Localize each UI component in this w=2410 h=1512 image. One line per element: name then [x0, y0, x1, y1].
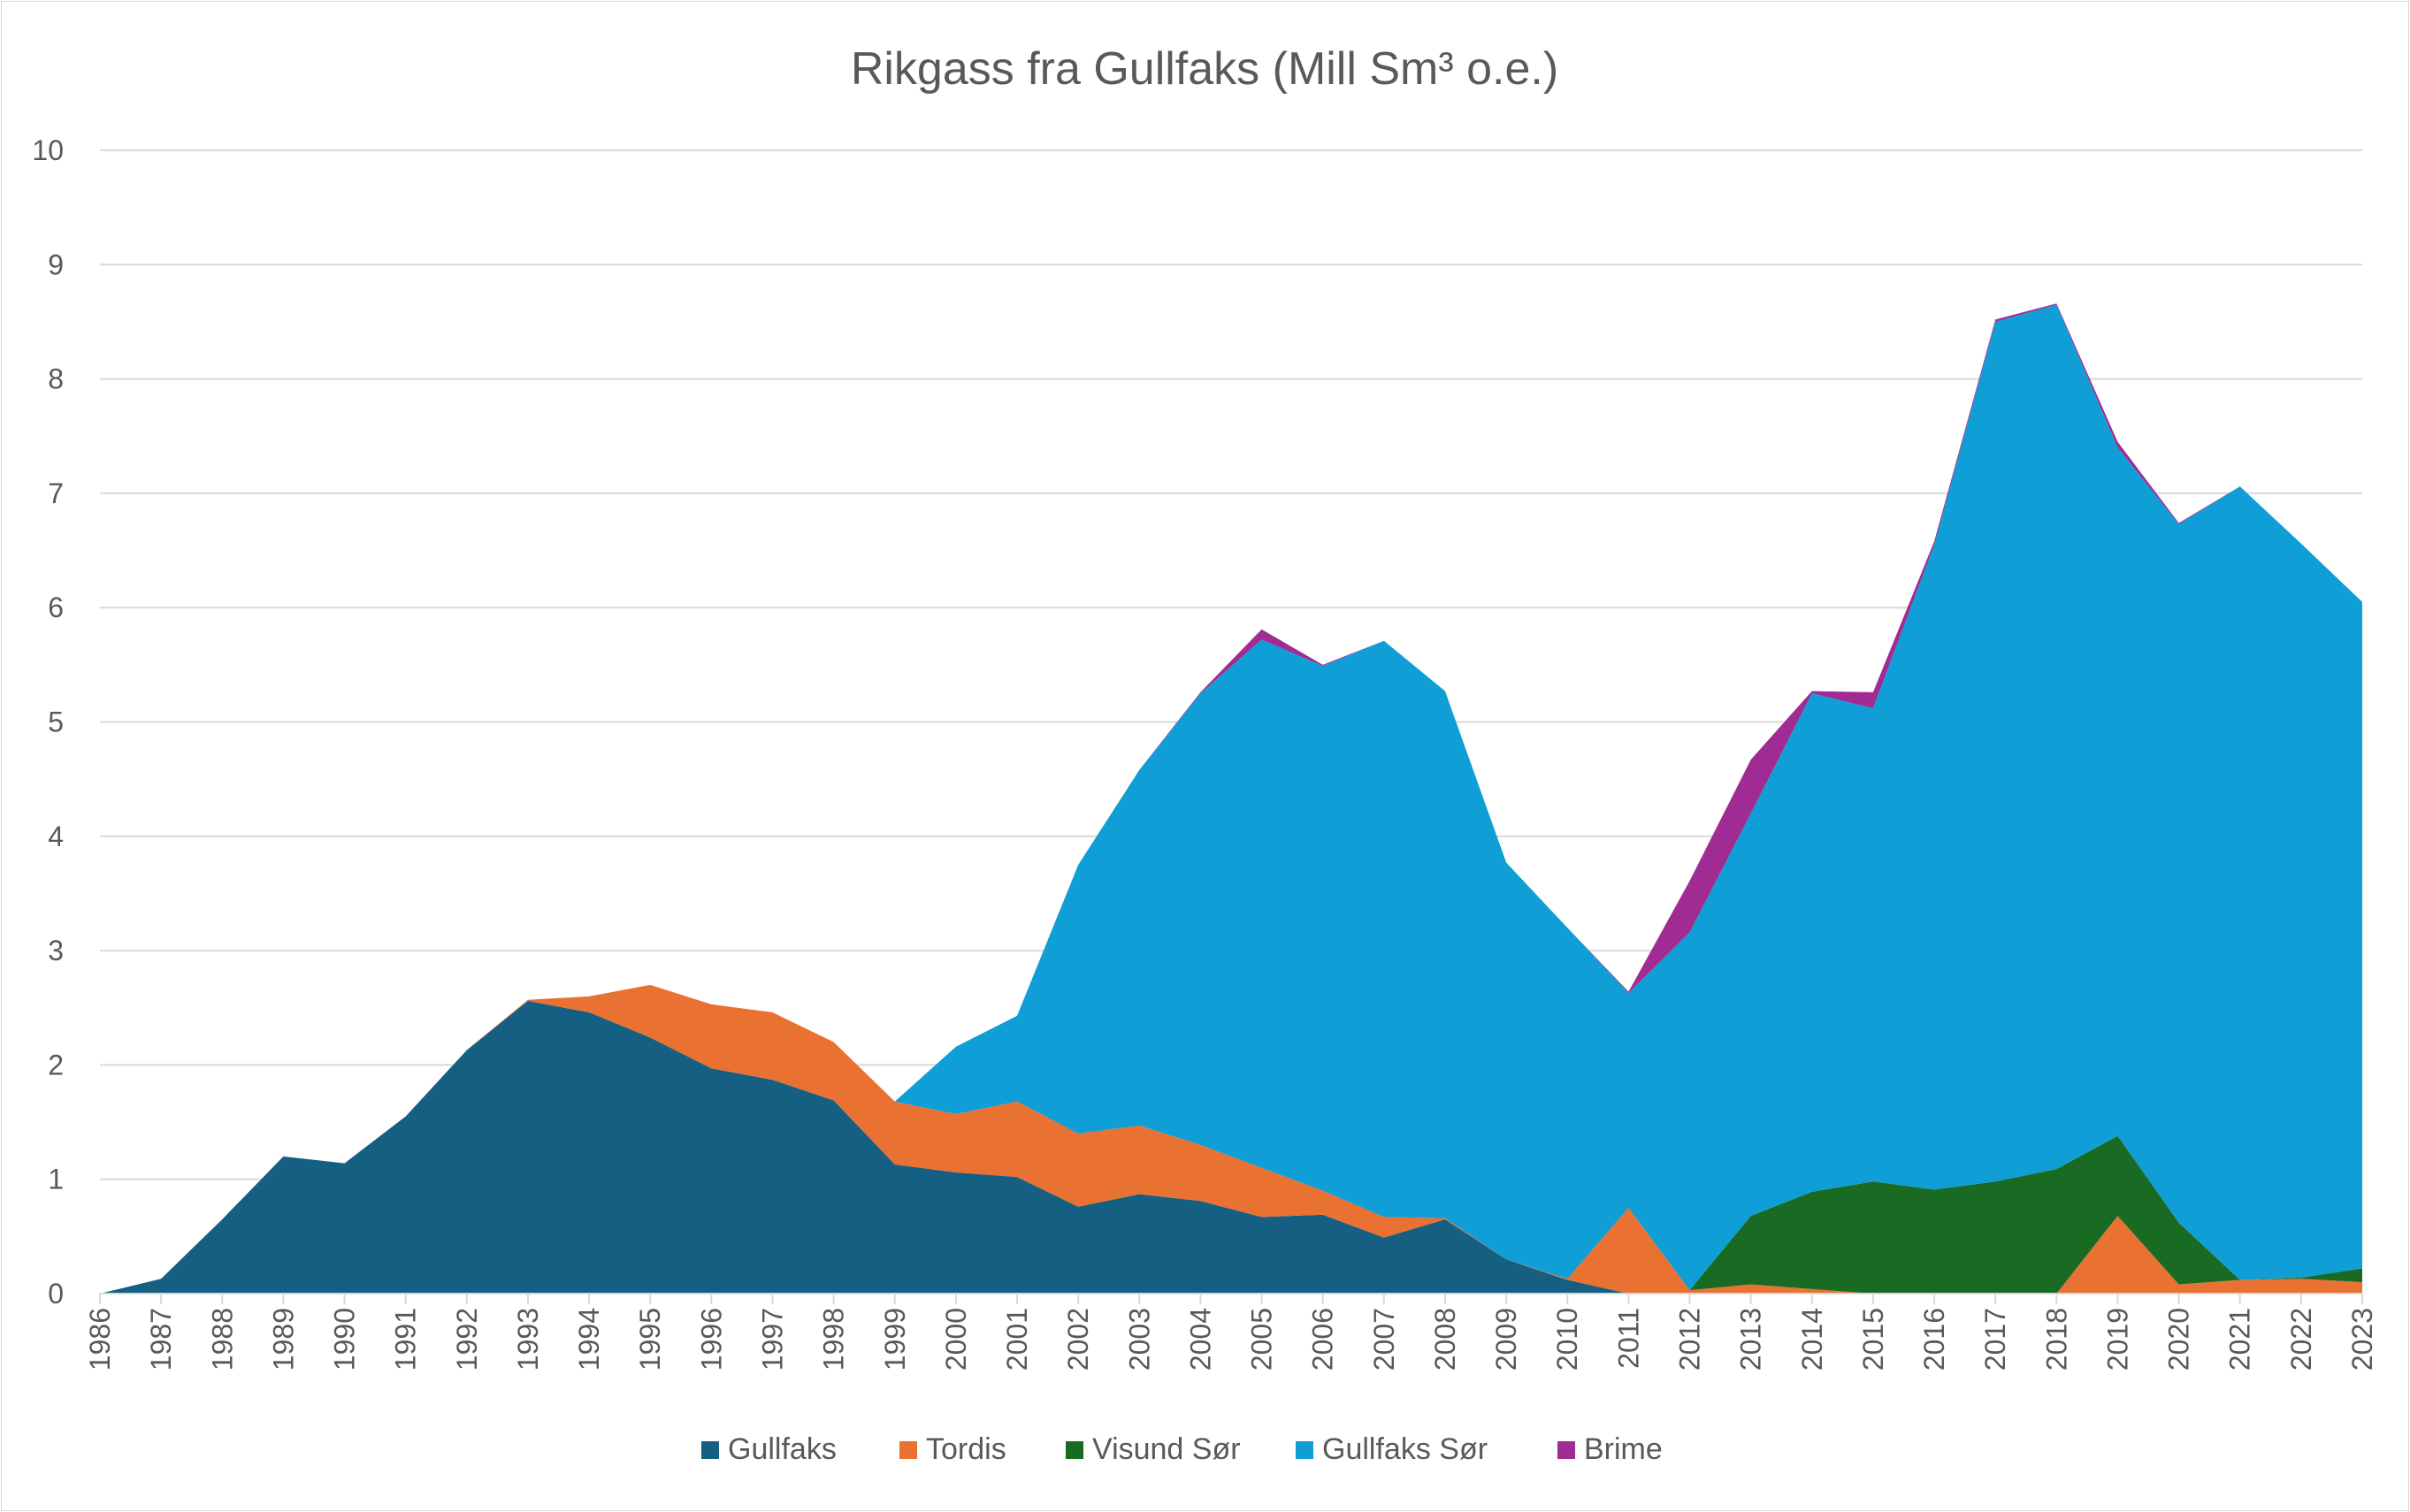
x-tick-label: 2023 — [2346, 1308, 2378, 1371]
x-tick-label: 1996 — [695, 1308, 727, 1371]
area-tordis — [100, 984, 2362, 1294]
x-tick-label: 2016 — [1918, 1308, 1950, 1371]
x-tick-label: 2001 — [1001, 1308, 1033, 1371]
y-tick-label: 8 — [48, 363, 64, 395]
legend-swatch — [1296, 1441, 1313, 1459]
x-tick-label: 1986 — [84, 1308, 116, 1371]
y-tick-label: 10 — [32, 134, 64, 166]
legend-label: Brime — [1584, 1432, 1663, 1466]
x-tick-label: 2013 — [1735, 1308, 1767, 1371]
x-tick-label: 2003 — [1123, 1308, 1155, 1371]
y-tick-label: 6 — [48, 592, 64, 623]
legend-swatch — [1557, 1441, 1575, 1459]
x-tick-label: 1994 — [573, 1308, 605, 1371]
x-tick-label: 2008 — [1429, 1308, 1461, 1371]
x-tick-label: 1997 — [756, 1308, 788, 1371]
x-tick-label: 2010 — [1551, 1308, 1583, 1371]
y-tick-label: 0 — [48, 1278, 64, 1310]
x-tick-label: 1990 — [329, 1308, 361, 1371]
chart-title: Rikgass fra Gullfaks (Mill Sm³ o.e.) — [851, 43, 1558, 95]
x-tick-label: 2005 — [1246, 1308, 1278, 1371]
x-tick-label: 2004 — [1184, 1308, 1216, 1371]
x-tick-label: 1995 — [634, 1308, 666, 1371]
x-tick-label: 1991 — [390, 1308, 422, 1371]
x-tick-label: 2018 — [2040, 1308, 2072, 1371]
area-visund-sør — [100, 984, 2362, 1294]
x-tick-label: 2017 — [1979, 1308, 2011, 1371]
y-tick-label: 9 — [48, 248, 64, 280]
x-tick-label: 1999 — [879, 1308, 911, 1371]
legend-label: Tordis — [926, 1432, 1006, 1466]
x-tick-label: 2009 — [1490, 1308, 1522, 1371]
x-tick-label: 2000 — [940, 1308, 972, 1371]
y-tick-label: 2 — [48, 1049, 64, 1081]
area-gullfaks — [100, 1000, 2362, 1294]
x-tick-label: 2011 — [1612, 1308, 1644, 1369]
legend-label: Gullfaks Sør — [1322, 1432, 1488, 1466]
x-tick-label: 2020 — [2163, 1308, 2195, 1371]
x-tick-label: 2012 — [1674, 1308, 1706, 1371]
x-tick-label: 1989 — [267, 1308, 299, 1371]
x-tick-label: 2019 — [2101, 1308, 2133, 1371]
x-tick-label: 2006 — [1307, 1308, 1339, 1371]
x-tick-label: 2002 — [1062, 1308, 1094, 1371]
x-tick-label: 2014 — [1796, 1308, 1828, 1371]
x-tick-label: 2021 — [2224, 1308, 2256, 1371]
legend-label: Gullfaks — [728, 1432, 837, 1466]
x-tick-label: 1992 — [451, 1308, 483, 1371]
x-tick-label: 1993 — [512, 1308, 544, 1371]
legend-swatch — [1066, 1441, 1083, 1459]
x-tick-label: 2015 — [1857, 1308, 1889, 1371]
legend-swatch — [899, 1441, 917, 1459]
x-tick-label: 2022 — [2285, 1308, 2317, 1371]
y-tick-label: 1 — [48, 1164, 64, 1195]
y-tick-label: 7 — [48, 477, 64, 509]
y-tick-label: 5 — [48, 706, 64, 738]
legend-label: Visund Sør — [1092, 1432, 1241, 1466]
area-gullfaks-sør — [100, 304, 2362, 1294]
y-tick-label: 4 — [48, 821, 64, 852]
y-tick-label: 3 — [48, 935, 64, 966]
x-tick-label: 2007 — [1368, 1308, 1400, 1371]
x-tick-label: 1998 — [818, 1308, 850, 1371]
x-tick-label: 1988 — [206, 1308, 238, 1371]
legend-swatch — [701, 1441, 719, 1459]
x-tick-label: 1987 — [145, 1308, 177, 1371]
